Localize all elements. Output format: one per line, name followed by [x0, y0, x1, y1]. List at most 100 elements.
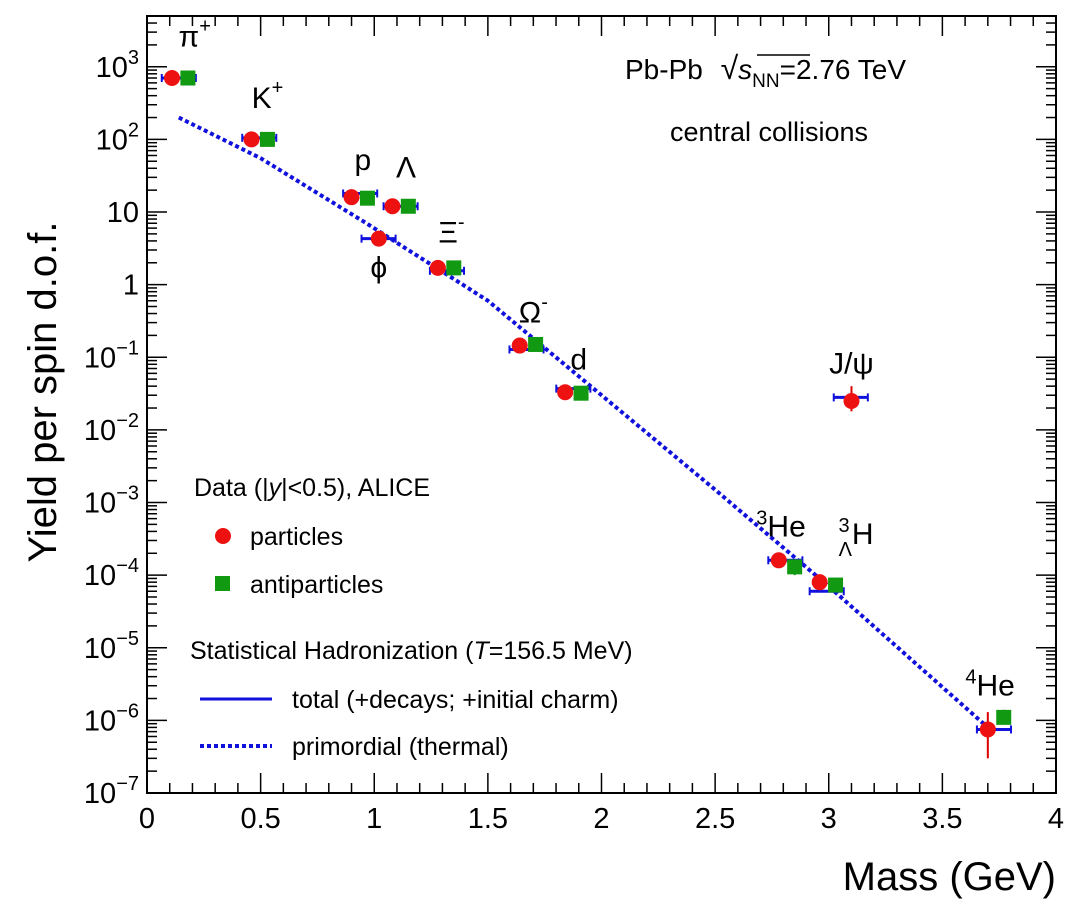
y-tick-label: 10−1 [84, 337, 139, 374]
particles-marker [163, 70, 180, 87]
chart-title: Pb-Pb √sNN=2.76 TeV [625, 50, 906, 92]
antiparticles-marker [359, 190, 375, 206]
legend-model-header: Statistical Hadronization (T=156.5 MeV) [190, 637, 633, 665]
label-pre-superscript: 3 [838, 515, 849, 537]
y-tick-base: 10 [96, 52, 128, 84]
label-k-plus: K+ [252, 77, 284, 115]
label-symbol: He [767, 511, 805, 544]
antiparticles-marker [259, 131, 275, 147]
label-pi-plus: π+ [179, 16, 211, 54]
legend-model-post: =156.5 MeV) [489, 637, 633, 665]
particles-marker [979, 721, 996, 738]
antiparticles-marker [828, 577, 844, 593]
y-tick-exponent: −6 [116, 700, 139, 722]
label-superscript: + [272, 77, 284, 99]
y-tick-exponent: 2 [128, 119, 139, 141]
y-tick-exponent: −5 [116, 628, 139, 650]
label-omega-minus: Ω- [519, 292, 548, 330]
legend-model-italic: T [473, 637, 490, 665]
y-tick-exponent: −3 [116, 483, 139, 505]
particles-marker [770, 552, 787, 569]
legend-data-pre: Data (| [194, 474, 269, 502]
label-proton: p [355, 144, 372, 177]
label-symbol: π [179, 21, 200, 54]
y-tick-base: 10 [84, 560, 116, 592]
legend-particles-marker [215, 528, 231, 544]
y-tick-base: 10 [84, 488, 116, 520]
x-axis-ticks: 0 0.5 1 1.5 2 2.5 3 3.5 4 [139, 16, 1064, 835]
label-helium-3: 3He [756, 508, 805, 544]
legend-model-pre: Statistical Hadronization ( [190, 637, 474, 665]
x-tick-label: 1.5 [468, 803, 508, 835]
x-axis-title: Mass (GeV) [843, 855, 1056, 899]
y-tick-base: 10 [96, 124, 128, 156]
particles-marker [843, 392, 860, 409]
label-symbol: ϕ [370, 252, 387, 285]
y-tick-label: 103 [96, 47, 139, 84]
antiparticles-marker [180, 70, 196, 86]
label-symbol: Ξ [438, 217, 458, 250]
label-pre-subscript: Λ [839, 539, 853, 561]
label-symbol: K [252, 82, 272, 115]
x-tick-label: 0 [139, 803, 155, 835]
y-tick-exponent: −4 [116, 555, 139, 577]
label-j-psi: J/ψ [829, 347, 874, 380]
y-tick-exponent: −2 [116, 410, 139, 432]
label-symbol: He [976, 670, 1014, 703]
label-pre-superscript: 4 [965, 667, 976, 689]
legend-data-italic: y [267, 474, 283, 502]
y-tick-label: 10−3 [84, 483, 139, 520]
label-pre-superscript: 3 [756, 508, 767, 530]
particles-marker [429, 259, 446, 276]
antiparticles-marker [400, 198, 416, 214]
label-phi: ϕ [370, 252, 387, 285]
y-tick-base: 10 [84, 778, 116, 810]
chart-subtitle: central collisions [670, 117, 868, 147]
label-deuteron: d [570, 343, 587, 376]
label-symbol: Ω [519, 297, 541, 330]
particles-marker [384, 198, 401, 215]
label-superscript: - [541, 292, 548, 314]
title-s: s [738, 54, 752, 85]
label-superscript: - [458, 212, 465, 234]
y-tick-label: 10−2 [84, 410, 139, 447]
y-tick-label: 10−7 [84, 773, 139, 810]
y-tick-label: 1 [123, 270, 139, 302]
label-xi-minus: Ξ- [438, 212, 464, 250]
legend-antiparticles-label: antiparticles [250, 571, 383, 599]
title-sqrt: √ [721, 50, 739, 86]
y-tick-label: 10 [107, 197, 139, 229]
y-tick-label: 102 [96, 119, 139, 156]
antiparticles-marker [996, 709, 1012, 725]
label-symbol: d [570, 343, 587, 376]
label-symbol: H [852, 518, 874, 551]
x-tick-label: 1 [366, 803, 382, 835]
x-tick-label: 3.5 [922, 803, 962, 835]
legend-total-label: total (+decays; +initial charm) [292, 686, 619, 714]
legend-data-header: Data (|y|<0.5), ALICE [194, 474, 430, 502]
antiparticles-marker [446, 260, 462, 276]
particles-marker [343, 189, 360, 206]
particles-marker [811, 574, 828, 591]
y-tick-base: 1 [123, 270, 139, 302]
data-markers-layer [163, 70, 1012, 759]
antiparticles-marker [528, 336, 544, 352]
y-tick-base: 10 [84, 633, 116, 665]
y-tick-exponent: −1 [116, 337, 139, 359]
label-symbol: p [355, 144, 372, 177]
legend: Data (|y|<0.5), ALICE particles antipart… [190, 474, 633, 761]
x-tick-label: 3 [821, 803, 837, 835]
y-tick-exponent: −7 [116, 773, 139, 795]
x-tick-label: 4 [1048, 803, 1064, 835]
legend-data-post: |<0.5), ALICE [281, 474, 430, 502]
x-tick-label: 0.5 [240, 803, 280, 835]
label-lambda: Λ [396, 151, 416, 184]
legend-particles-label: particles [250, 523, 343, 551]
label-symbol: Λ [396, 151, 416, 184]
label-symbol: J/ψ [829, 347, 874, 380]
particles-marker [557, 384, 574, 401]
